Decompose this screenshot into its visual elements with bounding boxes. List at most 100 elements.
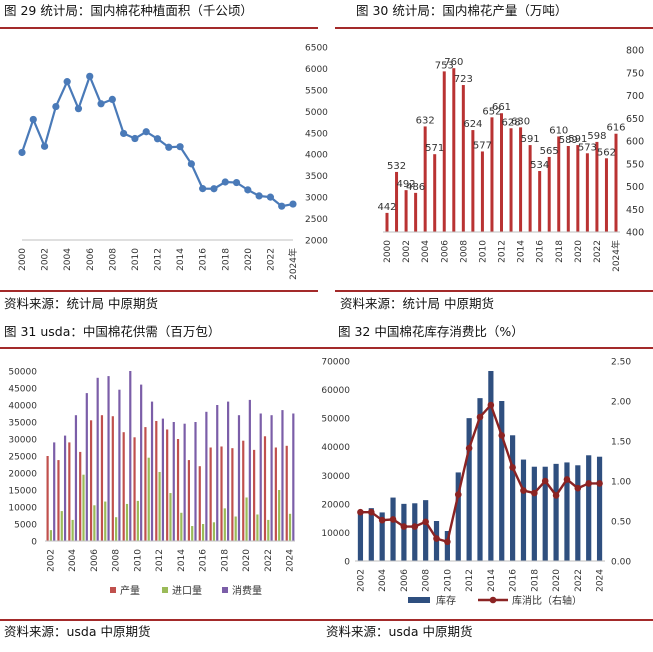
p2-ytick-label: 400	[626, 228, 644, 239]
p1-point	[289, 200, 297, 208]
p2-bar	[509, 128, 513, 232]
p4-bar	[444, 531, 450, 561]
p4-ratio-point	[563, 476, 571, 483]
p4-legend-label: 库存	[436, 594, 456, 607]
p3-bar-消费量	[259, 413, 262, 541]
p4-ytick-right-label: 2.00	[611, 398, 631, 408]
p1-ytick-label: 3000	[305, 194, 328, 204]
p3-bar-产量	[231, 448, 234, 541]
p3-bar-消费量	[63, 435, 67, 541]
p4-bar	[368, 508, 374, 561]
panel4-bottom-rule	[318, 619, 653, 621]
p2-data-label: 628	[501, 117, 520, 128]
p2-bar	[614, 133, 618, 232]
p4-ytick-right-label: 1.50	[611, 438, 631, 448]
p1-point	[120, 129, 128, 138]
p3-xtick-label: 2012	[155, 549, 165, 572]
p4-ratio-point	[389, 516, 397, 523]
p4-ytick-right-label: 0.00	[611, 558, 631, 568]
p1-point	[176, 143, 184, 151]
p2-bar	[490, 117, 494, 232]
p1-xtick-label: 2000	[18, 248, 28, 271]
p1-ytick-label: 5500	[305, 86, 328, 96]
p3-ytick-label: 30000	[8, 436, 37, 446]
p4-ytick-left-label: 10000	[321, 529, 350, 539]
p2-bar	[480, 151, 484, 232]
p3-ytick-label: 5000	[14, 521, 37, 531]
p2-ytick-label: 800	[626, 46, 644, 57]
p4-legend-label: 库消比（右轴）	[512, 594, 582, 607]
p1-point	[40, 142, 49, 150]
p1-ytick-label: 2000	[305, 237, 328, 247]
p4-ratio-point	[422, 518, 429, 526]
p3-bar-消费量	[270, 415, 273, 541]
p1-point	[187, 160, 195, 168]
panel4-source: 资料来源：usda 中原期货	[326, 624, 473, 639]
p4-bar	[455, 472, 461, 561]
p3-bar-消费量	[237, 415, 241, 541]
p4-xtick-label: 2018	[530, 569, 540, 592]
p4-ytick-left-label: 30000	[321, 472, 350, 482]
panel2-title: 图 30 统计局：国内棉花产量（万吨）	[356, 3, 568, 18]
p1-point	[63, 78, 71, 86]
p3-bar-产量	[176, 439, 180, 541]
p3-xtick-label: 2016	[199, 549, 209, 572]
p3-bar-消费量	[140, 384, 143, 541]
p4-xtick-label: 2020	[552, 569, 562, 592]
p4-xtick-label: 2012	[465, 569, 475, 592]
p4-bar	[390, 497, 396, 561]
p3-xtick-label: 2010	[133, 549, 143, 572]
p1-ytick-label: 3500	[305, 172, 328, 182]
p1-xtick-label: 2018	[221, 248, 231, 271]
p3-xtick-label: 2002	[46, 549, 56, 572]
p2-xtick-label: 2020	[574, 240, 584, 263]
panel4-title: 图 32 中国棉花库存消费比（%）	[338, 324, 524, 339]
p3-bar-消费量	[85, 393, 88, 541]
p3-legend-label: 进口量	[172, 585, 202, 597]
p4-ratio-point	[574, 484, 582, 492]
p4-bar	[586, 455, 592, 561]
p2-bar	[423, 126, 427, 232]
p3-legend-label: 消费量	[232, 584, 262, 597]
panel1-title: 图 29 统计局：国内棉花种植面积（千公顷）	[4, 3, 253, 18]
panel4-top-rule	[318, 347, 653, 349]
p1-ytick-label: 4500	[305, 129, 328, 139]
p3-bar-进口量	[234, 516, 237, 541]
p2-xtick-label: 2008	[459, 240, 469, 263]
p3-bar-消费量	[96, 377, 99, 541]
p3-xtick-label: 2020	[242, 549, 252, 572]
panel3-source: 资料来源：usda 中原期货	[4, 624, 151, 639]
p4-ytick-right-label: 2.50	[611, 358, 631, 368]
p3-bar-产量	[220, 446, 223, 541]
p2-bar	[566, 146, 570, 232]
p4-ratio-point	[368, 508, 375, 516]
p4-xtick-label: 2002	[356, 569, 366, 592]
p4-ratio-point	[444, 538, 451, 546]
p3-legend-swatch	[110, 587, 116, 593]
p3-bar-消费量	[248, 399, 251, 541]
p2-bar	[585, 153, 589, 232]
p1-point	[278, 202, 286, 210]
p2-data-label: 753	[435, 60, 454, 71]
p3-bar-产量	[100, 415, 104, 541]
p3-bar-产量	[166, 429, 169, 541]
p1-ytick-label: 2500	[305, 215, 328, 225]
p3-bar-消费量	[150, 401, 154, 541]
p3-bar-进口量	[60, 511, 63, 541]
p2-ytick-label: 700	[626, 91, 644, 102]
p2-data-label: 624	[463, 119, 482, 130]
p3-bar-产量	[57, 460, 60, 541]
p2-data-label: 442	[377, 202, 396, 213]
p4-xtick-label: 2024	[596, 569, 606, 592]
p2-xtick-label: 2004	[421, 240, 431, 263]
p3-bar-进口量	[136, 500, 139, 541]
p2-bar	[385, 212, 389, 232]
p3-bar-进口量	[115, 517, 118, 541]
p1-point	[74, 105, 83, 113]
p4-ratio-point	[400, 523, 408, 530]
p4-bar	[553, 463, 559, 561]
p4-bar	[466, 418, 472, 561]
p3-ytick-label: 20000	[8, 470, 37, 480]
p1-xtick-label: 2004	[63, 248, 73, 271]
p4-ytick-left-label: 60000	[321, 386, 350, 396]
